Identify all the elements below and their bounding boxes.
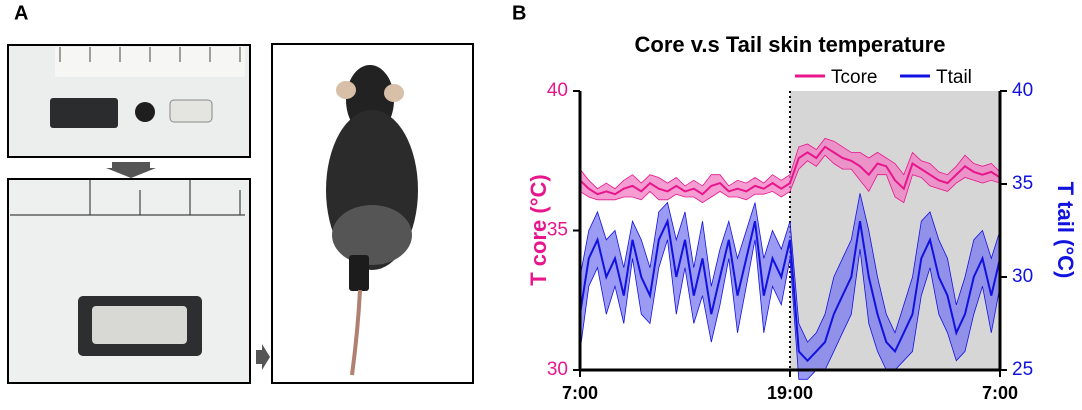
y2-tick-label: 35 <box>1012 173 1033 194</box>
chart-title: Core v.s Tail skin temperature <box>635 32 946 57</box>
x-tick-label: 19:00 <box>767 383 813 403</box>
legend-label: Ttail <box>936 67 972 88</box>
y-tick-label: 40 <box>547 80 568 101</box>
x-tick-label: 7:00 <box>562 383 598 403</box>
arrow <box>106 162 156 178</box>
series-line <box>579 217 1001 363</box>
legend-label: Tcore <box>831 67 877 88</box>
y-tick-label: 35 <box>547 220 568 241</box>
y-tick-label: 30 <box>547 359 568 380</box>
panel-label: B <box>512 2 526 24</box>
y2-tick-label: 30 <box>1012 266 1033 287</box>
y2-tick-label: 40 <box>1012 80 1033 101</box>
panel-label: A <box>14 2 28 24</box>
x-tick-label: 7:00 <box>982 383 1018 403</box>
photo-bottom <box>7 178 251 384</box>
series-line <box>579 145 1001 196</box>
arrow <box>256 344 270 370</box>
chart: 30 35 40 25 30 35 40 7:00 19:00 7:00 Core v.s Tail… <box>526 32 1078 403</box>
photo-mouse <box>271 43 474 384</box>
y-axis-label: T core (°C) <box>526 174 551 285</box>
photo-top <box>7 44 251 158</box>
y2-tick-label: 25 <box>1012 359 1033 380</box>
y2-axis-label: T tail (°C) <box>1053 182 1078 279</box>
